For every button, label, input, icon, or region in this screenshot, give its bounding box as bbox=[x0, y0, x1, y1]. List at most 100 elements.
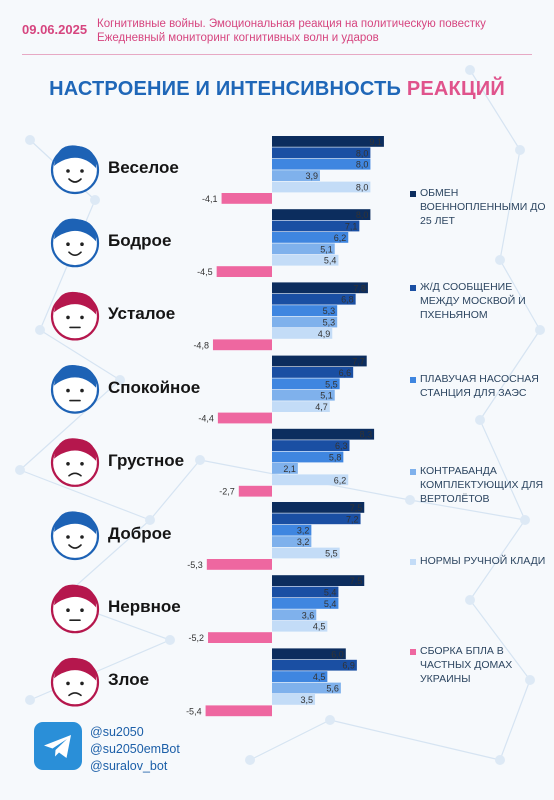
bar-value-label: -4,5 bbox=[197, 267, 213, 277]
face-eye bbox=[66, 388, 70, 393]
bar-value-label: 2,1 bbox=[283, 464, 296, 474]
bar-value-label: 6,2 bbox=[334, 233, 347, 243]
bar-value-label: 5,3 bbox=[323, 318, 336, 328]
emotion-face-icon bbox=[50, 438, 100, 487]
bar bbox=[272, 536, 312, 547]
bar-value-label: 5,5 bbox=[325, 379, 338, 389]
bar bbox=[205, 705, 272, 717]
bar bbox=[272, 620, 328, 632]
bar bbox=[272, 440, 350, 451]
bar-value-label: 8,0 bbox=[356, 210, 369, 220]
network-link bbox=[469, 599, 531, 681]
network-link bbox=[19, 469, 151, 521]
emotion-group: 9,18,08,03,98,0-4,1 bbox=[202, 136, 384, 204]
chart-title-part1: НАСТРОЕНИЕ И ИНТЕНСИВНОСТЬ bbox=[49, 78, 407, 100]
bar bbox=[272, 648, 346, 660]
bar-value-label: 3,9 bbox=[305, 171, 318, 181]
bar bbox=[272, 659, 357, 671]
bar bbox=[272, 282, 368, 294]
emotion-label: Бодрое bbox=[108, 231, 172, 251]
bar-value-label: 7,2 bbox=[346, 514, 359, 524]
bar-value-label: -4,8 bbox=[193, 340, 209, 350]
network-link bbox=[469, 69, 521, 151]
face-eye bbox=[66, 462, 70, 466]
header-subtitle: Когнитивные войны. Эмоциональная реакция… bbox=[97, 17, 537, 45]
header-date: 09.06.2025 bbox=[22, 22, 88, 37]
bar bbox=[272, 232, 349, 243]
face-hair bbox=[54, 365, 97, 388]
emotion-face-icon bbox=[50, 584, 100, 634]
emotion-label: Усталое bbox=[108, 304, 176, 324]
bar bbox=[272, 463, 298, 474]
bar bbox=[212, 339, 272, 351]
bar bbox=[272, 147, 371, 159]
network-node bbox=[245, 755, 255, 765]
emotion-face-icon bbox=[50, 291, 100, 341]
bar bbox=[272, 524, 312, 536]
bar bbox=[272, 209, 371, 220]
face-eye bbox=[80, 388, 84, 393]
face-mouth bbox=[68, 251, 82, 256]
network-link bbox=[19, 379, 121, 471]
network-link bbox=[479, 419, 526, 521]
network-link bbox=[469, 519, 526, 601]
emotion-group: 6,0 6,9 4,55,6 3,5 -5,4 bbox=[186, 648, 357, 716]
face-eye bbox=[80, 681, 84, 686]
face-eye bbox=[66, 608, 70, 612]
bar-value-label: 8,3 bbox=[360, 430, 373, 440]
bar bbox=[221, 193, 272, 204]
network-node bbox=[195, 455, 205, 465]
legend-label: СБОРКА БПЛА В ЧАСТНЫХ ДОМАХ УКРАИНЫ bbox=[420, 645, 513, 685]
bar-value-label: -4,1 bbox=[202, 194, 218, 204]
network-link bbox=[149, 459, 201, 521]
bar-value-label: 5,1 bbox=[320, 244, 333, 254]
bar-value-label: 4,5 bbox=[313, 672, 326, 682]
bar bbox=[272, 474, 349, 486]
bar-value-label: 4,7 bbox=[315, 402, 328, 412]
bar bbox=[272, 428, 375, 440]
bar-value-label: 6,0 bbox=[331, 649, 344, 659]
bar bbox=[272, 586, 339, 598]
bar-value-label: 6,8 bbox=[341, 295, 354, 305]
legend-swatch bbox=[410, 285, 416, 291]
bar bbox=[272, 547, 340, 559]
network-node bbox=[90, 195, 100, 205]
bar-value-label: 6,3 bbox=[335, 441, 348, 451]
bar bbox=[272, 243, 335, 255]
network-node bbox=[25, 695, 35, 705]
bar bbox=[272, 451, 344, 463]
network-node bbox=[325, 715, 335, 725]
bar bbox=[272, 367, 354, 378]
network-node bbox=[165, 635, 175, 645]
face-eye bbox=[80, 315, 84, 320]
emotion-face-icon bbox=[50, 657, 100, 707]
network-node bbox=[35, 325, 45, 335]
legend-swatch bbox=[410, 377, 416, 383]
network-link bbox=[329, 719, 501, 761]
bar-value-label: 6,2 bbox=[334, 475, 347, 485]
emotion-label: Спокойное bbox=[108, 377, 201, 397]
network-node bbox=[475, 415, 485, 425]
bar-value-label: 6,9 bbox=[342, 661, 355, 671]
network-node bbox=[520, 515, 530, 525]
bar bbox=[238, 485, 272, 497]
network-node bbox=[25, 135, 35, 145]
handle-suralov-bot[interactable]: @suralov_bot bbox=[90, 759, 168, 773]
bar bbox=[272, 305, 338, 316]
legend-label: ОБМЕН ВОЕННОПЛЕННЫМИ ДО 25 ЛЕТ bbox=[420, 187, 546, 227]
bar-value-label: -2,7 bbox=[219, 487, 235, 497]
face-eye bbox=[66, 315, 70, 320]
face-eye bbox=[80, 462, 84, 466]
handle-su2050[interactable]: @su2050 bbox=[90, 725, 144, 739]
face-hair bbox=[54, 291, 97, 315]
bar bbox=[272, 220, 360, 232]
face-eye bbox=[80, 169, 84, 173]
network-node bbox=[525, 675, 535, 685]
bar-value-label: 5,4 bbox=[324, 599, 337, 609]
telegram-icon[interactable] bbox=[34, 722, 82, 770]
header-subtitle-line2: Ежедневный мониторинг когнитивных волн и… bbox=[97, 32, 379, 44]
handle-su2050embot[interactable]: @su2050emBot bbox=[90, 742, 180, 756]
face-hair bbox=[54, 145, 97, 168]
bar-value-label: 5,5 bbox=[325, 549, 338, 559]
